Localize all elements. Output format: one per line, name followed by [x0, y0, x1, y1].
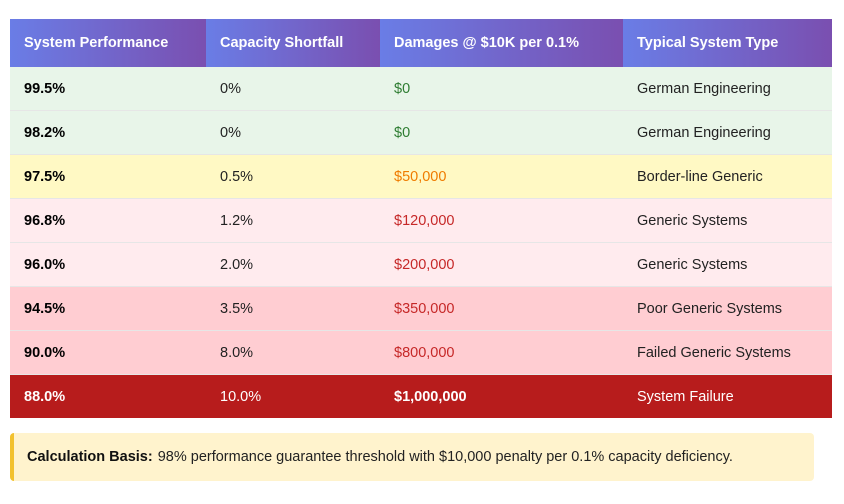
table-cell: $0 [380, 110, 623, 155]
table-row: 94.5% 3.5% $350,000 Poor Generic Systems [10, 286, 832, 331]
table-row: 97.5% 0.5% $50,000 Border-line Generic [10, 154, 832, 199]
table-cell: 98.2% [10, 110, 206, 155]
table-row: 99.5% 0% $0 German Engineering [10, 67, 832, 111]
table-cell: $120,000 [380, 198, 623, 243]
table-row: 98.2% 0% $0 German Engineering [10, 110, 832, 155]
table-cell: $1,000,000 [380, 374, 623, 418]
table-cell: $800,000 [380, 330, 623, 375]
table-row: 96.8% 1.2% $120,000 Generic Systems [10, 198, 832, 243]
table-cell: 3.5% [206, 286, 380, 331]
table-cell: 1.2% [206, 198, 380, 243]
table-cell: System Failure [623, 374, 832, 418]
table-cell: Generic Systems [623, 242, 832, 287]
header-cell: System Performance [10, 19, 206, 67]
table-cell: $350,000 [380, 286, 623, 331]
table-cell: 2.0% [206, 242, 380, 287]
header-row: System Performance Capacity Shortfall Dama… [10, 19, 832, 67]
table-row: 90.0% 8.0% $800,000 Failed Generic Systems [10, 330, 832, 375]
table-cell: 94.5% [10, 286, 206, 331]
table-cell: 97.5% [10, 154, 206, 199]
table-cell: 90.0% [10, 330, 206, 375]
table-cell: $200,000 [380, 242, 623, 287]
table-cell: 96.8% [10, 198, 206, 243]
damages-table: System Performance Capacity Shortfall Dama… [10, 19, 832, 418]
table-cell: 10.0% [206, 374, 380, 418]
table-cell: 88.0% [10, 374, 206, 418]
table-row: 88.0% 10.0% $1,000,000 System Failure [10, 374, 832, 418]
table-cell: 99.5% [10, 67, 206, 111]
table-cell: 8.0% [206, 330, 380, 375]
note-label: Calculation Basis: [27, 449, 153, 465]
table-cell: 0% [206, 67, 380, 111]
header-cell: Typical System Type [623, 19, 832, 67]
table-cell: $50,000 [380, 154, 623, 199]
table-cell: Failed Generic Systems [623, 330, 832, 375]
table-cell: $0 [380, 67, 623, 111]
header-cell: Capacity Shortfall [206, 19, 380, 67]
table-cell: 0% [206, 110, 380, 155]
table-cell: 0.5% [206, 154, 380, 199]
table-cell: Poor Generic Systems [623, 286, 832, 331]
table-row: 96.0% 2.0% $200,000 Generic Systems [10, 242, 832, 287]
table-cell: German Engineering [623, 110, 832, 155]
table-cell: Border-line Generic [623, 154, 832, 199]
note-box: Calculation Basis: 98% performance guara… [10, 433, 814, 481]
table-cell: 96.0% [10, 242, 206, 287]
header-cell: Damages @ $10K per 0.1% [380, 19, 623, 67]
table-cell: German Engineering [623, 67, 832, 111]
note-text: 98% performance guarantee threshold with… [157, 449, 733, 465]
table-cell: Generic Systems [623, 198, 832, 243]
